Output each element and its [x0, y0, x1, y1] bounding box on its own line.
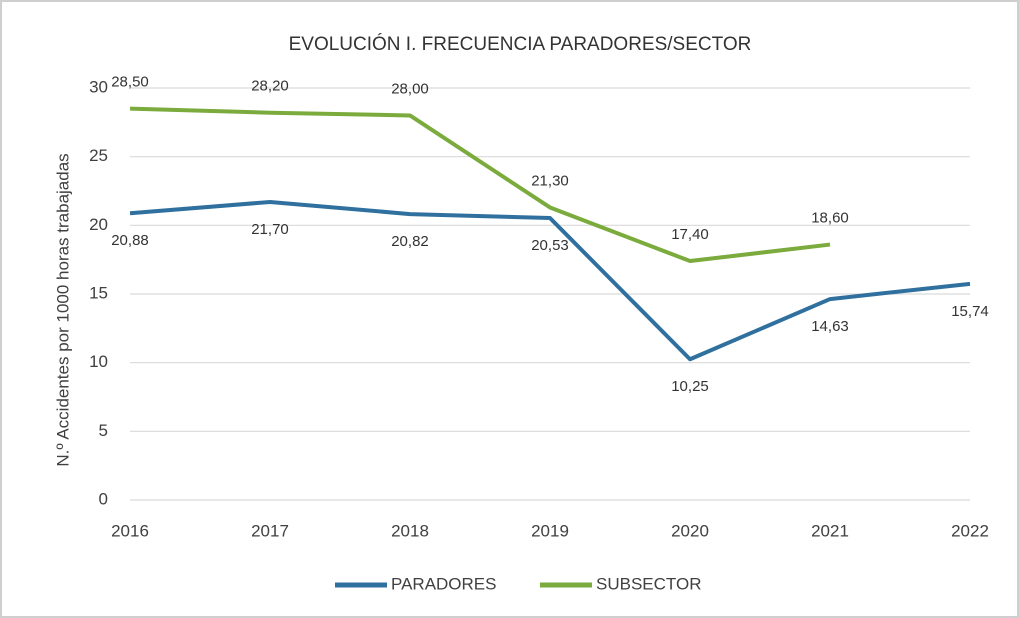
data-label: 28,00 [391, 80, 429, 97]
x-tick-label: 2021 [811, 521, 849, 540]
x-tick-label: 2017 [251, 521, 289, 540]
series-line [129, 106, 831, 264]
x-tick-label: 2020 [671, 521, 709, 540]
y-tick-label: 0 [99, 489, 108, 508]
y-tick-label: 20 [89, 215, 108, 234]
series-line [129, 199, 971, 362]
y-tick-label: 5 [99, 421, 108, 440]
data-label: 20,82 [391, 233, 429, 250]
data-label: 14,63 [811, 318, 849, 335]
x-tick-label: 2016 [111, 521, 149, 540]
x-tick-label: 2019 [531, 521, 569, 540]
x-tick-label: 2022 [951, 521, 989, 540]
y-tick-label: 10 [89, 352, 108, 371]
data-label: 20,53 [531, 237, 569, 254]
y-tick-label: 30 [89, 77, 108, 96]
y-tick-label: 15 [89, 283, 108, 302]
data-label: 28,50 [111, 74, 149, 91]
data-label: 15,74 [951, 303, 989, 320]
data-label: 21,30 [531, 172, 569, 189]
chart-title: EVOLUCIÓN I. FRECUENCIA PARADORES/SECTOR [289, 33, 752, 55]
data-label: 28,20 [251, 78, 289, 95]
data-label: 10,25 [671, 378, 709, 395]
data-label: 17,40 [671, 226, 709, 243]
legend-label: PARADORES [391, 574, 497, 593]
y-axis-label: N.º Accidentes por 1000 horas trabajadas [53, 153, 72, 466]
data-label: 20,88 [111, 232, 149, 249]
data-label: 21,70 [251, 221, 289, 238]
x-tick-label: 2018 [391, 521, 429, 540]
y-tick-label: 25 [89, 146, 108, 165]
legend-label: SUBSECTOR [596, 574, 702, 593]
data-label: 18,60 [811, 210, 849, 227]
